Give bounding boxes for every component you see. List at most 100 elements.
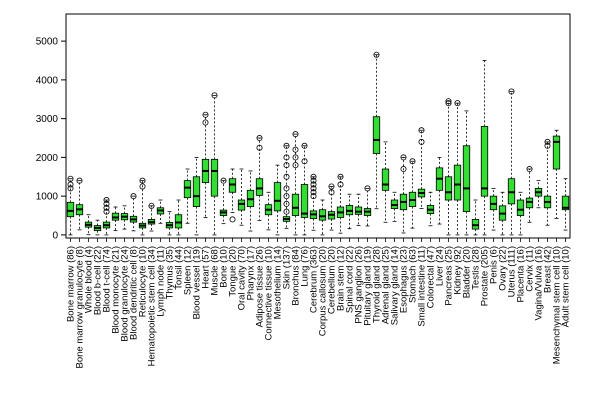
iqr-box <box>291 193 300 216</box>
iqr-box <box>300 184 309 218</box>
x-tick-label: Placenta (16) <box>516 246 527 303</box>
outlier-point <box>292 131 299 138</box>
plot-frame <box>65 13 571 239</box>
x-tick-label: Cerebrum (363) <box>309 246 320 313</box>
box-1: Bone marrow (86) <box>66 175 77 322</box>
x-tick-label: Oral cavity (70) <box>237 246 248 310</box>
outlier-point <box>328 183 335 190</box>
x-tick-label: Salivary gland (14) <box>390 246 401 325</box>
box-29: Corpus callosum (20) <box>318 199 329 336</box>
outlier-point <box>445 98 452 105</box>
outlier-point <box>76 177 83 184</box>
box-4: Blood b-cell (22) <box>93 219 104 315</box>
outlier-point <box>310 185 317 192</box>
x-tick-label: Bone (10) <box>219 246 230 288</box>
outlier-point <box>139 177 146 184</box>
box-13: Tonsil (44) <box>174 199 185 290</box>
box-8: Blood dendritic cell (8) <box>129 193 140 340</box>
outlier-point <box>130 193 137 200</box>
box-54: Breast (42) <box>543 138 554 293</box>
x-tick-label: Thyroid gland (28) <box>372 246 383 323</box>
x-tick-label: Muscle (68) <box>210 246 221 296</box>
y-tick-label: 1000 <box>36 192 59 203</box>
box-51: Placenta (16) <box>516 191 527 303</box>
x-tick-label: Stomach (63) <box>408 246 419 303</box>
outlier-point <box>310 193 317 200</box>
x-tick-label: Hematopoietic stem cell (34) <box>147 246 158 366</box>
box-35: Thyroid gland (28) <box>372 51 383 323</box>
box-17: Muscle (68) <box>210 92 221 296</box>
x-tick-label: Breast (42) <box>543 246 554 293</box>
iqr-box <box>444 176 453 201</box>
box-23: Connective tissue (10) <box>264 191 275 341</box>
outlier-point <box>409 158 416 165</box>
x-tick-label: PNS ganglion (26) <box>354 246 365 324</box>
box-42: Liver (24) <box>435 156 446 286</box>
x-tick-label: Lung (76) <box>300 246 311 287</box>
box-26: Bronchus (84) <box>291 131 302 306</box>
outlier-point <box>454 100 461 107</box>
outlier-point <box>400 166 407 173</box>
x-tick-label: Pancreas (25) <box>444 246 455 306</box>
outlier-point <box>67 185 74 192</box>
outlier-point <box>211 92 218 99</box>
y-tick-label: 5000 <box>36 37 59 48</box>
iqr-box <box>381 168 390 191</box>
box-39: Stomach (63) <box>408 158 419 303</box>
box-27: Lung (76) <box>300 142 311 287</box>
iqr-box <box>66 201 75 218</box>
box-50: Uterus (111) <box>507 88 518 297</box>
x-tick-label: Brain stem (12) <box>336 246 347 311</box>
x-tick-label: Lymph node (11) <box>156 246 167 317</box>
outlier-point <box>418 127 425 134</box>
outlier-point <box>526 166 533 173</box>
x-tick-label: Mesenchymal stem cell (10) <box>552 246 563 364</box>
box-6: Blood monocyte (21) <box>111 206 122 334</box>
outlier-point <box>328 189 335 196</box>
box-44: Kidney (92) <box>453 100 464 295</box>
iqr-box <box>192 176 201 208</box>
x-tick-label: Ovary (22) <box>498 246 509 291</box>
x-tick-label: Tongue (20) <box>228 246 239 297</box>
outlier-point <box>283 208 290 215</box>
iqr-box <box>480 125 489 197</box>
box-53: Vagina/Vulva (16) <box>534 180 545 320</box>
outlier-point <box>256 135 263 142</box>
box-9: Reticulocyte (10) <box>138 177 149 317</box>
x-tick-label: Thymus (35) <box>165 246 176 299</box>
x-tick-label: Connective tissue (10) <box>264 246 275 341</box>
iqr-box <box>453 164 462 201</box>
box-37: Salivary gland (14) <box>390 191 401 325</box>
iqr-box <box>561 195 570 211</box>
y-tick-label: 2000 <box>36 153 59 164</box>
box-21: Pharynx (17) <box>246 170 257 300</box>
box-36: Adrenal gland (25) <box>381 141 392 324</box>
outlier-point <box>283 193 290 200</box>
outlier-point <box>310 177 317 184</box>
outlier-point <box>337 173 344 180</box>
outlier-point <box>292 162 299 169</box>
outlier-point <box>301 158 308 165</box>
box-48: Penis (6) <box>489 187 500 284</box>
outlier-point <box>292 146 299 153</box>
box-14: Spleen (12) <box>183 168 194 295</box>
box-12: Thymus (35) <box>165 211 176 299</box>
outlier-point <box>283 142 290 149</box>
iqr-box <box>516 199 525 216</box>
x-tick-label: Pituitary gland (19) <box>363 246 374 326</box>
outlier-point <box>544 138 551 145</box>
outlier-point <box>220 177 227 184</box>
y-tick-label: 3000 <box>36 114 59 125</box>
box-52: Cervix (11) <box>525 166 536 292</box>
box-24: Mesothelium (14) <box>273 164 284 319</box>
outlier-point <box>445 100 452 107</box>
box-5: Blood t-cell (74) <box>102 197 113 313</box>
x-tick-label: Adipose tissue (26) <box>255 246 266 327</box>
x-tick-label: Bone marrow granulocyte (8) <box>75 246 86 369</box>
iqr-box <box>255 178 264 196</box>
x-tick-label: Testis (28) <box>471 246 482 290</box>
outlier-point <box>103 204 110 211</box>
iqr-box <box>183 180 192 199</box>
outlier-point <box>229 216 236 223</box>
